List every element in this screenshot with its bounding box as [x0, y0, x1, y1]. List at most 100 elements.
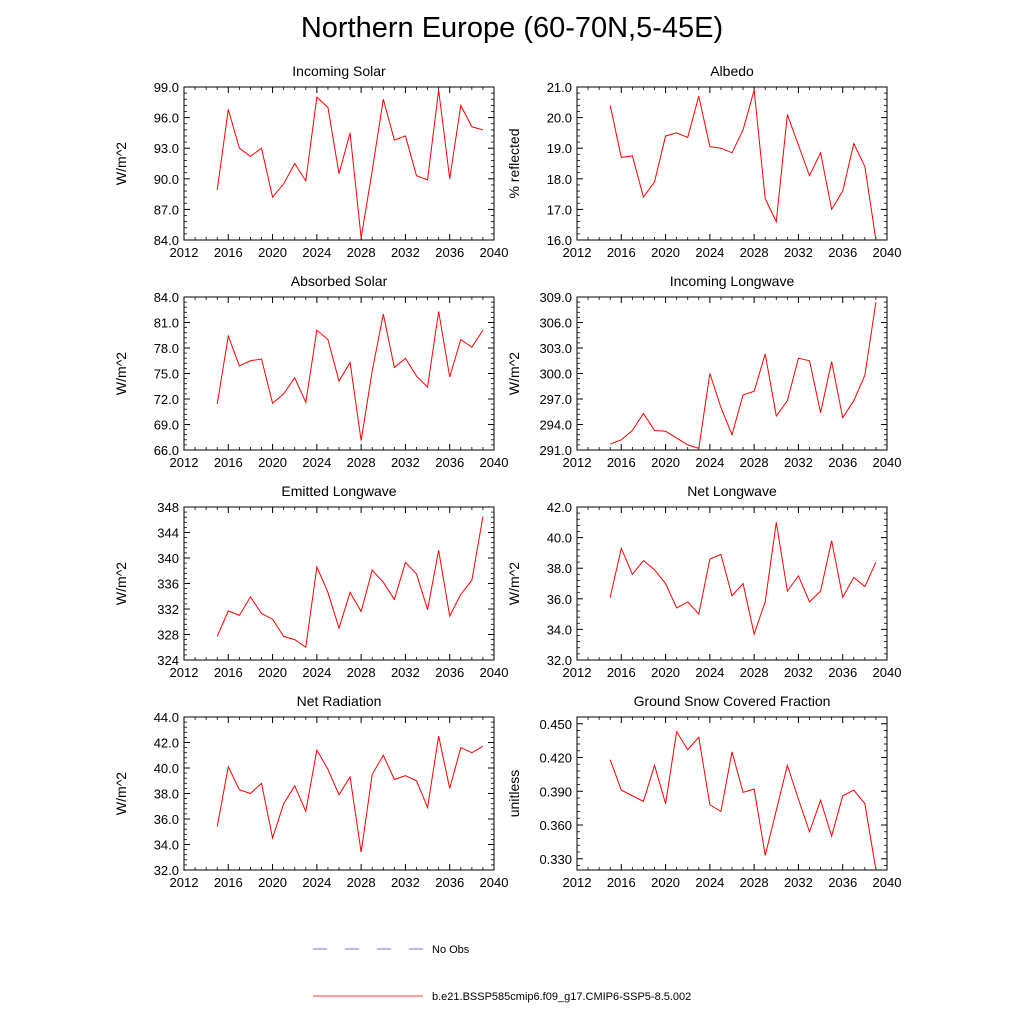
y-tick-label: 303.0 — [539, 341, 572, 356]
x-tick-label: 2036 — [828, 875, 857, 890]
x-tick-label: 2024 — [302, 455, 331, 470]
x-tick-label: 2024 — [302, 665, 331, 680]
y-axis-label: W/m^2 — [506, 562, 522, 605]
x-tick-label: 2012 — [170, 875, 199, 890]
x-tick-label: 2040 — [480, 455, 509, 470]
y-tick-label: 40.0 — [547, 531, 572, 546]
y-tick-label: 81.0 — [154, 316, 179, 331]
y-axis-label: unitless — [506, 770, 522, 817]
chart-title: Incoming Longwave — [670, 273, 795, 289]
y-tick-label: 32.0 — [154, 863, 179, 878]
chart-title: Emitted Longwave — [281, 483, 396, 499]
chart-panel-4: Incoming Longwave W/m^2 2012 2016 2020 2024 20… — [506, 273, 901, 470]
y-tick-label: 328 — [157, 628, 179, 643]
y-tick-label: 0.390 — [539, 784, 572, 799]
y-axis-label: W/m^2 — [506, 352, 522, 395]
x-tick-label: 2016 — [214, 665, 243, 680]
x-tick-label: 2036 — [435, 455, 464, 470]
x-tick-label: 2024 — [695, 245, 724, 260]
y-tick-label: 32.0 — [547, 653, 572, 668]
y-axis-label: % reflected — [506, 128, 522, 198]
y-tick-label: 99.0 — [154, 80, 179, 95]
y-tick-label: 66.0 — [154, 443, 179, 458]
y-tick-label: 332 — [157, 602, 179, 617]
x-tick-label: 2040 — [873, 455, 902, 470]
y-tick-label: 297.0 — [539, 392, 572, 407]
chart-title: Net Longwave — [687, 483, 777, 499]
x-tick-label: 2020 — [258, 455, 287, 470]
series-line — [216, 736, 484, 853]
y-tick-label: 344 — [157, 526, 179, 541]
y-tick-label: 75.0 — [154, 367, 179, 382]
x-tick-label: 2012 — [170, 665, 199, 680]
chart-title: Ground Snow Covered Fraction — [634, 693, 831, 709]
series-line — [216, 89, 484, 239]
plot-frame — [183, 296, 495, 451]
plot-frame — [576, 296, 888, 451]
x-tick-label: 2032 — [391, 875, 420, 890]
x-tick-label: 2036 — [828, 245, 857, 260]
x-tick-label: 2028 — [347, 875, 376, 890]
x-tick-label: 2040 — [480, 665, 509, 680]
plot-frame — [576, 716, 888, 871]
chart-panel-3: Absorbed Solar W/m^2 2012 2016 2020 2024 2028 2… — [113, 273, 508, 470]
x-tick-label: 2036 — [435, 665, 464, 680]
y-tick-label: 84.0 — [154, 233, 179, 248]
x-tick-label: 2016 — [214, 455, 243, 470]
x-tick-label: 2032 — [784, 455, 813, 470]
x-tick-label: 2016 — [607, 875, 636, 890]
x-tick-label: 2032 — [784, 245, 813, 260]
y-tick-label: 300.0 — [539, 367, 572, 382]
x-tick-label: 2012 — [170, 245, 199, 260]
y-tick-label: 42.0 — [154, 736, 179, 751]
x-tick-label: 2020 — [258, 665, 287, 680]
x-tick-label: 2040 — [873, 875, 902, 890]
chart-panel-1: Incoming Solar W/m^2 2012 2016 2020 2024 2028 2… — [113, 63, 508, 260]
figure-title: Northern Europe (60-70N,5-45E) — [300, 12, 724, 44]
panel-grid: Incoming Solar W/m^2 2012 2016 2020 2024 2028 2… — [113, 63, 901, 890]
series-line — [609, 89, 877, 241]
y-tick-label: 38.0 — [547, 561, 572, 576]
y-tick-label: 0.360 — [539, 818, 572, 833]
x-tick-label: 2012 — [563, 875, 592, 890]
x-tick-label: 2020 — [651, 245, 680, 260]
x-tick-label: 2024 — [302, 875, 331, 890]
chart-title: Absorbed Solar — [291, 273, 388, 289]
legend: No Obs b.e21.BSSP585cmip6.f09_g17.CMIP6-… — [313, 944, 691, 1003]
x-tick-label: 2032 — [784, 875, 813, 890]
x-tick-label: 2032 — [784, 665, 813, 680]
chart-panel-8: Ground Snow Covered Fraction unitless 2012… — [506, 693, 901, 890]
series-line — [610, 302, 877, 449]
x-tick-label: 2012 — [170, 455, 199, 470]
x-tick-label: 2012 — [563, 245, 592, 260]
y-tick-label: 38.0 — [154, 787, 179, 802]
y-tick-label: 96.0 — [154, 111, 179, 126]
y-tick-label: 309.0 — [539, 290, 572, 305]
y-tick-label: 90.0 — [154, 172, 179, 187]
chart-title: Net Radiation — [297, 693, 382, 709]
y-tick-label: 19.0 — [547, 141, 572, 156]
y-tick-label: 34.0 — [547, 622, 572, 637]
y-tick-label: 0.420 — [539, 751, 572, 766]
x-tick-label: 2040 — [480, 875, 509, 890]
y-tick-label: 42.0 — [547, 500, 572, 515]
y-tick-label: 336 — [157, 577, 179, 592]
y-axis-label: W/m^2 — [113, 562, 129, 605]
x-tick-label: 2016 — [607, 665, 636, 680]
y-tick-label: 78.0 — [154, 341, 179, 356]
x-tick-label: 2012 — [563, 665, 592, 680]
y-tick-label: 69.0 — [154, 418, 179, 433]
legend-label-obs: No Obs — [432, 944, 470, 956]
y-tick-label: 21.0 — [547, 80, 572, 95]
x-tick-label: 2032 — [391, 455, 420, 470]
x-tick-label: 2028 — [740, 245, 769, 260]
legend-label-model: b.e21.BSSP585cmip6.f09_g17.CMIP6-SSP5-8.… — [432, 991, 691, 1003]
x-tick-label: 2016 — [607, 245, 636, 260]
x-tick-label: 2036 — [435, 875, 464, 890]
x-tick-label: 2028 — [740, 665, 769, 680]
x-tick-label: 2028 — [347, 245, 376, 260]
y-tick-label: 44.0 — [154, 710, 179, 725]
x-tick-label: 2016 — [214, 245, 243, 260]
chart-panel-6: Net Longwave W/m^2 2012 2016 2020 2024 2028 203… — [506, 483, 901, 680]
y-tick-label: 340 — [157, 551, 179, 566]
